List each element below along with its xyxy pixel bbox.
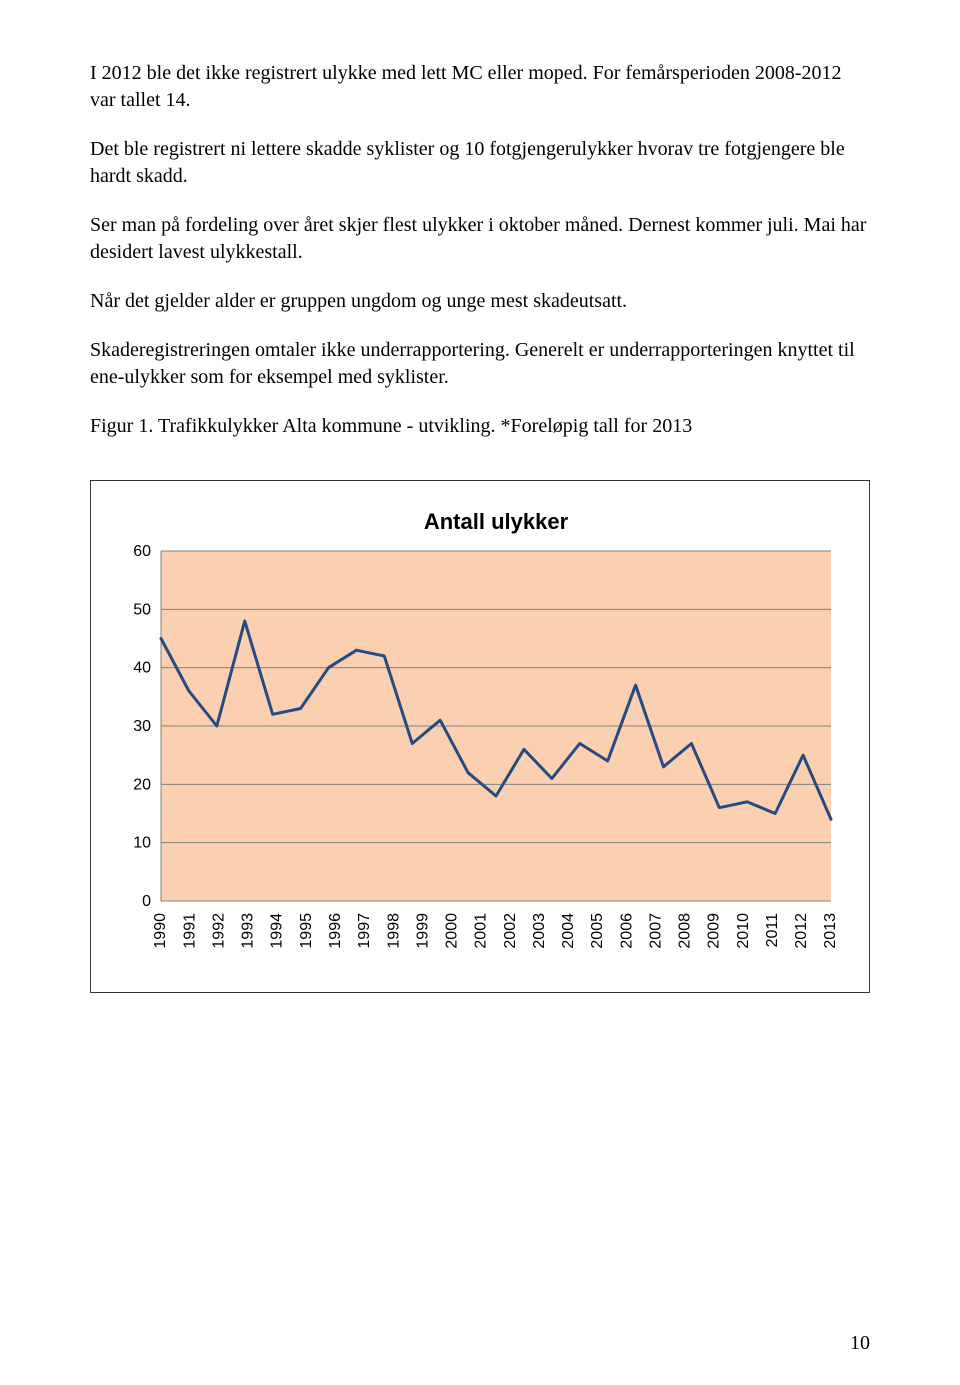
svg-text:2009: 2009 xyxy=(706,913,723,949)
svg-text:60: 60 xyxy=(133,543,151,560)
svg-text:40: 40 xyxy=(133,660,151,677)
svg-text:2002: 2002 xyxy=(502,913,519,949)
svg-text:2010: 2010 xyxy=(735,913,752,949)
svg-text:2004: 2004 xyxy=(560,913,577,949)
svg-text:2001: 2001 xyxy=(473,913,490,949)
svg-text:10: 10 xyxy=(133,835,151,852)
figure-caption: Figur 1. Trafikkulykker Alta kommune - u… xyxy=(90,413,870,440)
svg-text:Antall ulykker: Antall ulykker xyxy=(424,509,569,534)
paragraph-4: Når det gjelder alder er gruppen ungdom … xyxy=(90,288,870,315)
svg-text:1994: 1994 xyxy=(269,913,286,949)
svg-text:1992: 1992 xyxy=(210,913,227,949)
svg-text:2012: 2012 xyxy=(793,913,810,949)
svg-text:1998: 1998 xyxy=(385,913,402,949)
page: I 2012 ble det ikke registrert ulykke me… xyxy=(0,0,960,1385)
paragraph-2: Det ble registrert ni lettere skadde syk… xyxy=(90,136,870,190)
svg-text:2003: 2003 xyxy=(531,913,548,949)
paragraph-5: Skaderegistreringen omtaler ikke underra… xyxy=(90,337,870,391)
svg-text:0: 0 xyxy=(142,893,151,910)
svg-text:30: 30 xyxy=(133,718,151,735)
svg-text:2005: 2005 xyxy=(589,913,606,949)
svg-text:2000: 2000 xyxy=(444,913,461,949)
svg-text:50: 50 xyxy=(133,601,151,618)
svg-text:1996: 1996 xyxy=(327,913,344,949)
svg-text:2008: 2008 xyxy=(677,913,694,949)
svg-text:1991: 1991 xyxy=(181,913,198,949)
chart-container: 0 10 20 30 40 50 60 Antall ulykker 1990 1991 1992 1… xyxy=(90,480,870,993)
paragraph-1: I 2012 ble det ikke registrert ulykke me… xyxy=(90,60,870,114)
svg-text:2011: 2011 xyxy=(764,913,781,948)
svg-text:1990: 1990 xyxy=(152,913,169,949)
svg-text:2013: 2013 xyxy=(822,913,839,949)
svg-text:1997: 1997 xyxy=(356,913,373,949)
svg-text:1999: 1999 xyxy=(414,913,431,949)
svg-text:2007: 2007 xyxy=(647,913,664,949)
paragraph-3: Ser man på fordeling over året skjer fle… xyxy=(90,212,870,266)
svg-text:1995: 1995 xyxy=(298,913,315,949)
svg-text:2006: 2006 xyxy=(618,913,635,949)
svg-text:20: 20 xyxy=(133,776,151,793)
svg-text:1993: 1993 xyxy=(240,913,257,949)
page-number: 10 xyxy=(850,1332,870,1355)
line-chart: 0 10 20 30 40 50 60 Antall ulykker 1990 1991 1992 1… xyxy=(113,499,849,969)
